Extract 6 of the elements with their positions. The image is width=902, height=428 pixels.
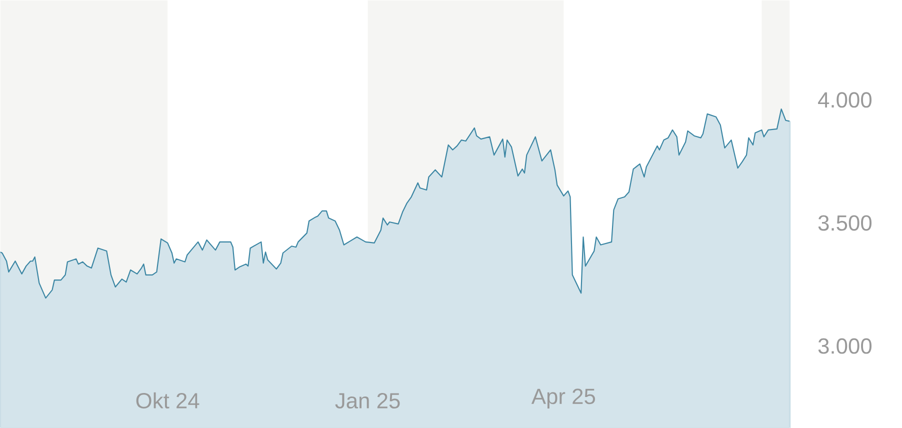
x-tick-label: Apr 25 [531,388,596,408]
x-tick-label: Jan 25 [335,392,400,408]
y-tick-label: 3.500 [818,215,872,231]
y-tick-label: 3.000 [818,338,872,354]
y-tick-label: 4.000 [818,92,872,108]
x-tick-label: Okt 24 [136,392,200,408]
